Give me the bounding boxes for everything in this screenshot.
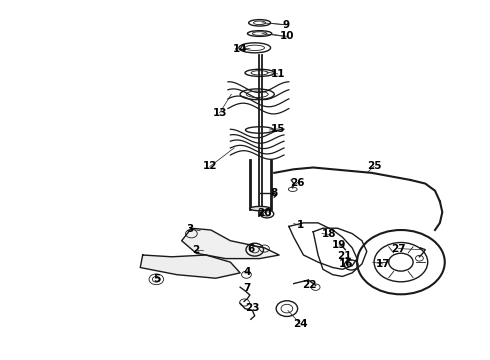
Polygon shape: [182, 228, 279, 258]
Text: 17: 17: [375, 259, 390, 269]
Text: 6: 6: [247, 244, 254, 253]
Text: 1: 1: [296, 220, 304, 230]
Text: 20: 20: [257, 208, 272, 218]
Text: 26: 26: [291, 177, 305, 188]
Text: 25: 25: [367, 161, 381, 171]
Ellipse shape: [249, 206, 270, 211]
Text: 11: 11: [270, 69, 285, 79]
Text: 10: 10: [280, 31, 294, 41]
Text: 14: 14: [233, 44, 247, 54]
Text: 2: 2: [192, 246, 199, 255]
Text: 7: 7: [243, 283, 250, 293]
Text: 19: 19: [332, 240, 346, 250]
Text: 24: 24: [293, 319, 307, 329]
Text: 5: 5: [153, 274, 160, 284]
Text: 8: 8: [270, 188, 278, 198]
Text: 15: 15: [270, 124, 285, 134]
Text: 4: 4: [244, 267, 251, 277]
Text: 16: 16: [339, 259, 354, 269]
Text: 9: 9: [283, 19, 290, 30]
Polygon shape: [140, 255, 240, 278]
Text: 21: 21: [337, 251, 351, 261]
Text: 18: 18: [321, 229, 336, 239]
Text: 23: 23: [245, 302, 260, 312]
Text: 3: 3: [187, 224, 194, 234]
Text: 13: 13: [212, 108, 227, 118]
Text: 22: 22: [302, 280, 317, 290]
Text: 12: 12: [203, 161, 217, 171]
Text: 27: 27: [391, 244, 406, 253]
